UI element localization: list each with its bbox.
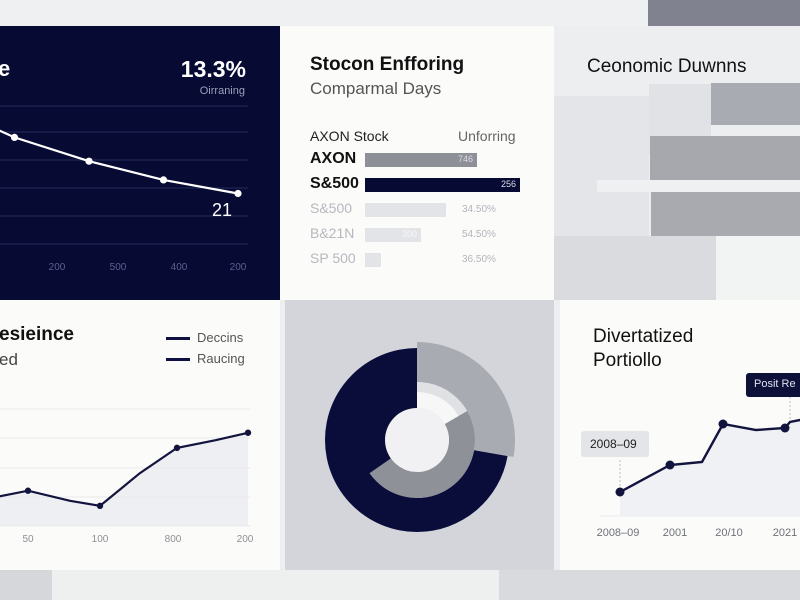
legend-line-rising <box>166 358 190 361</box>
resilience-point <box>24 487 32 494</box>
decline-title: e <box>0 56 11 81</box>
callout-left-box <box>581 431 649 457</box>
bar-row-bar <box>365 253 381 267</box>
legend-label-declines: Deccins <box>197 330 244 345</box>
resilience-chart: 50 100 800 200 <box>0 408 254 545</box>
donut-chart <box>325 342 515 532</box>
bar-row-bar <box>365 203 446 217</box>
donut-slice-outer-navy-b <box>417 450 508 532</box>
resilience-x-tick: 100 <box>92 534 109 545</box>
downturn-block-6 <box>651 192 800 236</box>
decline-card: e 13.3% Oirraning 210200500400200 <box>0 26 280 300</box>
decline-x-tick: 200 <box>49 262 66 273</box>
portfolio-x-tick: 2001 <box>663 527 687 539</box>
downturn-block-8 <box>716 236 800 300</box>
decline-point <box>10 133 19 141</box>
resilience-series-line <box>0 431 249 508</box>
resilience-point <box>173 444 181 452</box>
callout-left-label: 2008–09 <box>590 437 637 451</box>
portfolio-point <box>780 423 790 433</box>
portfolio-x-tick: 2008–09 <box>597 527 640 539</box>
resilience-x-tick: 200 <box>237 534 254 545</box>
callout-right-box <box>746 373 800 397</box>
decline-chart: 210200500400200 <box>0 105 248 273</box>
downturn-card: Ceonomic Duwnns <box>554 26 800 300</box>
bg-top-strip <box>0 0 648 26</box>
donut-slice-middle-grey <box>369 411 476 499</box>
decline-end-label: 21 <box>212 200 232 220</box>
legend-line-declines <box>166 337 190 340</box>
decline-point <box>85 157 93 165</box>
donut-card <box>285 300 554 570</box>
donut-center <box>385 408 449 472</box>
bg-bottom-right <box>499 570 800 600</box>
bg-top-right-block <box>648 0 800 28</box>
decline-point <box>234 189 242 198</box>
bar-row-value: 746 <box>457 154 473 164</box>
comparison-header-left: AXON Stock <box>310 128 389 144</box>
bar-row-percent: 54.50% <box>462 229 496 240</box>
portfolio-title-line2: Portiollo <box>593 350 662 371</box>
portfolio-x-tick: 20/10 <box>715 527 743 539</box>
comparison-card: Stocon Enfforing Comparmal Days AXON Sto… <box>280 26 554 300</box>
downturn-block-3 <box>711 83 800 125</box>
legend-label-rising: Raucing <box>197 351 245 366</box>
portfolio-x-tick: 2021 <box>773 527 797 539</box>
downturn-block-4 <box>650 136 800 180</box>
bar-row-bar <box>365 178 520 192</box>
bar-row-label: S&500 <box>310 175 359 192</box>
bar-row-label: SP 500 <box>310 250 356 266</box>
decline-x-tick: 500 <box>110 262 127 273</box>
portfolio-area <box>620 420 800 516</box>
bar-row-bar <box>365 228 421 242</box>
decline-big-value: 13.3% <box>180 56 246 82</box>
bar-row-percent: 34.50% <box>462 204 496 215</box>
bar-row-value: 300 <box>401 229 417 239</box>
resilience-area <box>0 432 248 526</box>
portfolio-chart: 2008–09 2001 20/10 2021 <box>597 397 800 539</box>
bar-row-bar <box>365 153 477 167</box>
bar-row-percent: 36.50% <box>462 254 496 265</box>
resilience-point <box>96 502 104 510</box>
bar-row-label: AXON <box>310 150 357 167</box>
donut-slice-inner-white <box>417 392 459 424</box>
resilience-x-tick: 800 <box>165 534 182 545</box>
decline-series-line <box>0 129 239 195</box>
decline-sub-label: Oirraning <box>199 85 245 97</box>
downturn-block-5 <box>597 180 800 192</box>
portfolio-point <box>665 460 675 470</box>
resilience-x-tick: 50 <box>22 534 34 545</box>
portfolio-point <box>615 487 625 497</box>
resilience-point <box>244 429 252 436</box>
bg-bottom-left <box>0 570 52 600</box>
bar-row-label: S&500 <box>310 200 353 216</box>
resilience-subtitle: ed <box>0 350 18 369</box>
resilience-title: esieince <box>0 324 74 345</box>
comparison-title: Stocon Enfforing <box>310 54 465 75</box>
comparison-header-right: Unforring <box>458 128 516 144</box>
bg-bottom-mid <box>52 570 499 600</box>
downturn-block-7 <box>554 236 716 300</box>
downturn-title: Ceonomic Duwnns <box>587 56 747 77</box>
portfolio-point <box>718 419 728 429</box>
portfolio-card: Divertatized Portiollo 2008–09 2001 20/10 2… <box>560 300 800 570</box>
decline-point <box>159 176 168 184</box>
bar-row-label: B&21N <box>310 225 355 241</box>
bar-row-value: 256 <box>500 179 516 189</box>
donut-slice-outer-grey <box>417 342 515 458</box>
resilience-card: esieince ed Deccins Raucing 50 100 800 200 <box>0 300 280 570</box>
portfolio-series-line <box>619 418 800 494</box>
comparison-subtitle: Comparmal Days <box>310 79 442 98</box>
callout-right-label: Posit Re <box>754 378 796 390</box>
decline-x-tick: 200 <box>230 262 247 273</box>
decline-x-tick: 400 <box>171 262 188 273</box>
portfolio-title-line1: Divertatized <box>593 326 694 347</box>
